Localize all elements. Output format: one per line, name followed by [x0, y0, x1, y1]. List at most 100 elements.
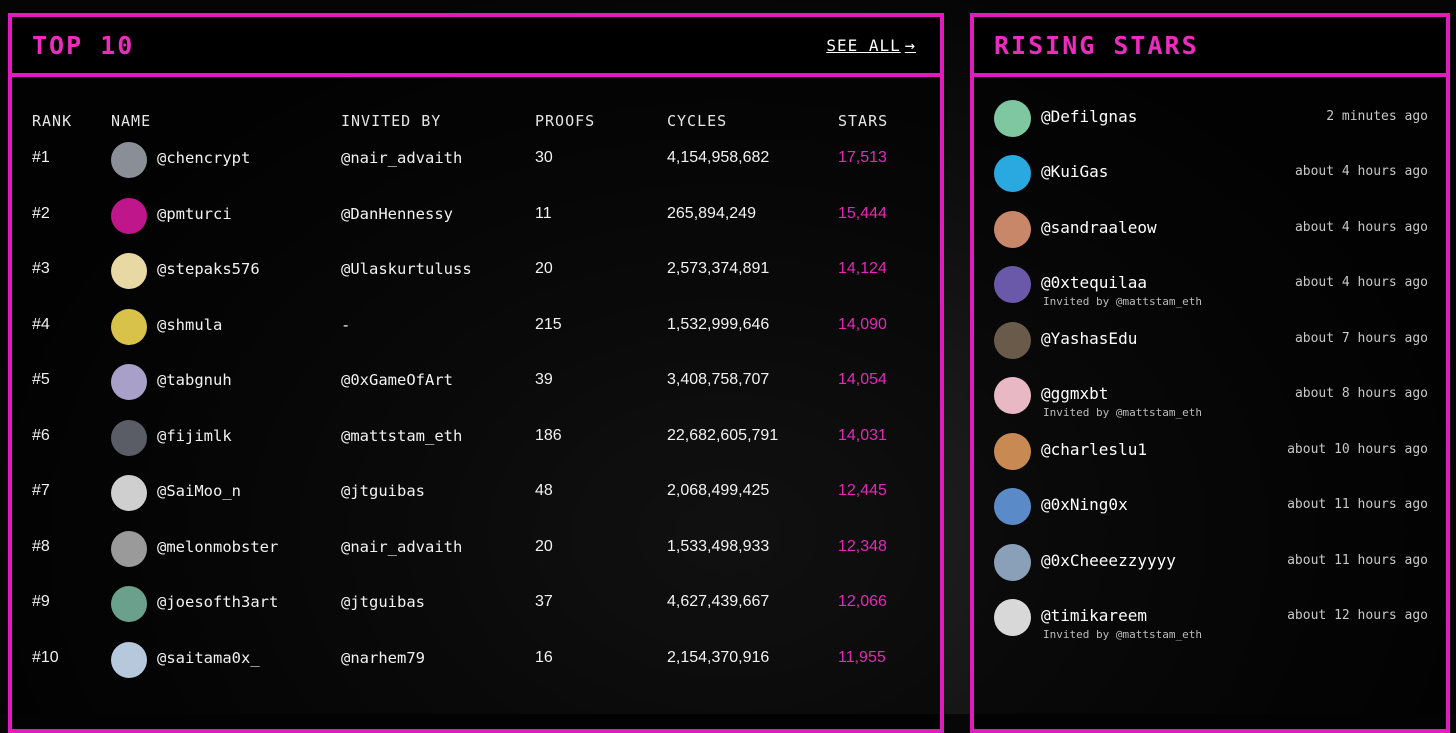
- rising-stars-header: RISING STARS: [974, 17, 1446, 77]
- list-item[interactable]: @YashasEdu about 7 hours ago: [974, 319, 1446, 375]
- invited-by-cell[interactable]: @narhem79: [341, 649, 425, 667]
- stars-cell: 15,444: [838, 205, 887, 222]
- name-cell[interactable]: @melonmobster: [157, 538, 279, 556]
- avatar[interactable]: [994, 599, 1031, 636]
- table-row[interactable]: #3 @stepaks576 @Ulaskurtuluss 20 2,573,374,8…: [12, 246, 940, 296]
- name-cell[interactable]: @saitama0x_: [157, 649, 260, 667]
- list-item[interactable]: @timikareem about 12 hours ago Invited by …: [974, 596, 1446, 652]
- table-row[interactable]: #10 @saitama0x_ @narhem79 16 2,154,370,916 11…: [12, 635, 940, 685]
- rising-name[interactable]: @0xtequilaa: [1041, 273, 1147, 292]
- rising-name[interactable]: @0xCheeezzyyyy: [1041, 551, 1176, 570]
- invited-by-cell[interactable]: @0xGameOfArt: [341, 371, 453, 389]
- avatar[interactable]: [994, 377, 1031, 414]
- list-item[interactable]: @charleslu1 about 10 hours ago: [974, 430, 1446, 486]
- name-cell[interactable]: @pmturci: [157, 205, 232, 223]
- avatar[interactable]: [111, 364, 147, 400]
- rising-time: about 4 hours ago: [1294, 164, 1428, 179]
- stars-cell: 12,348: [838, 538, 887, 555]
- rising-time: about 4 hours ago: [1294, 220, 1428, 235]
- avatar[interactable]: [111, 253, 147, 289]
- table-row[interactable]: #1 @chencrypt @nair_advaith 30 4,154,958,682…: [12, 135, 940, 185]
- invited-by-cell[interactable]: @DanHennessy: [341, 205, 453, 223]
- rising-name[interactable]: @charleslu1: [1041, 440, 1147, 459]
- rising-name[interactable]: @YashasEdu: [1041, 329, 1138, 348]
- rising-name[interactable]: @Defilgnas: [1041, 107, 1138, 126]
- table-row[interactable]: #8 @melonmobster @nair_advaith 20 1,533,498,…: [12, 524, 940, 574]
- invited-by-cell[interactable]: @jtguibas: [341, 593, 425, 611]
- invited-by-cell[interactable]: -: [341, 316, 351, 334]
- column-proofs: PROOFS: [535, 112, 596, 130]
- avatar[interactable]: [111, 531, 147, 567]
- avatar[interactable]: [111, 309, 147, 345]
- avatar[interactable]: [111, 475, 147, 511]
- proofs-cell: 16: [535, 649, 553, 666]
- name-cell[interactable]: @chencrypt: [157, 149, 251, 167]
- invited-by-cell[interactable]: @Ulaskurtuluss: [341, 260, 472, 278]
- avatar[interactable]: [994, 211, 1031, 248]
- rising-name[interactable]: @timikareem: [1041, 606, 1147, 625]
- proofs-cell: 215: [535, 316, 562, 333]
- list-item[interactable]: @0xNing0x about 11 hours ago: [974, 485, 1446, 541]
- avatar[interactable]: [994, 322, 1031, 359]
- top10-title: TOP 10: [32, 31, 135, 60]
- rising-name[interactable]: @sandraaleow: [1041, 218, 1157, 237]
- cycles-cell: 22,682,605,791: [667, 427, 779, 444]
- top10-header: TOP 10 SEE ALL →: [12, 17, 940, 77]
- column-rank: RANK: [32, 112, 73, 130]
- table-row[interactable]: #7 @SaiMoo_n @jtguibas 48 2,068,499,425 12,44…: [12, 468, 940, 518]
- name-cell[interactable]: @joesofth3art: [157, 593, 279, 611]
- rising-stars-title: RISING STARS: [994, 31, 1199, 60]
- invited-by-cell[interactable]: @nair_advaith: [341, 538, 463, 556]
- proofs-cell: 37: [535, 593, 553, 610]
- list-item[interactable]: @0xtequilaa about 4 hours ago Invited by @…: [974, 263, 1446, 319]
- name-cell[interactable]: @SaiMoo_n: [157, 482, 241, 500]
- table-row[interactable]: #6 @fijimlk @mattstam_eth 186 22,682,605,791…: [12, 413, 940, 463]
- avatar[interactable]: [994, 433, 1031, 470]
- avatar[interactable]: [994, 155, 1031, 192]
- table-row[interactable]: #4 @shmula - 215 1,532,999,646 14,090: [12, 302, 940, 352]
- avatar[interactable]: [994, 100, 1031, 137]
- rising-time: about 8 hours ago: [1294, 386, 1428, 401]
- avatar[interactable]: [111, 198, 147, 234]
- cycles-cell: 4,627,439,667: [667, 593, 770, 610]
- avatar[interactable]: [994, 488, 1031, 525]
- avatar[interactable]: [111, 142, 147, 178]
- name-cell[interactable]: @shmula: [157, 316, 223, 334]
- proofs-cell: 39: [535, 371, 553, 388]
- arrow-right-icon: →: [904, 36, 916, 56]
- name-cell[interactable]: @fijimlk: [157, 427, 232, 445]
- rising-name[interactable]: @KuiGas: [1041, 162, 1109, 181]
- invited-by-cell[interactable]: @jtguibas: [341, 482, 425, 500]
- rising-time: about 7 hours ago: [1294, 331, 1428, 346]
- avatar[interactable]: [994, 266, 1031, 303]
- table-row[interactable]: #9 @joesofth3art @jtguibas 37 4,627,439,667 1…: [12, 579, 940, 629]
- proofs-cell: 11: [535, 205, 552, 222]
- rising-name[interactable]: @ggmxbt: [1041, 384, 1109, 403]
- column-cycles: CYCLES: [667, 112, 728, 130]
- avatar[interactable]: [111, 586, 147, 622]
- avatar[interactable]: [111, 642, 147, 678]
- cycles-cell: 265,894,249: [667, 205, 756, 222]
- avatar[interactable]: [111, 420, 147, 456]
- name-cell[interactable]: @tabgnuh: [157, 371, 232, 389]
- invited-by-cell[interactable]: @nair_advaith: [341, 149, 463, 167]
- rank-cell: #8: [32, 538, 50, 555]
- list-item[interactable]: @Defilgnas 2 minutes ago: [974, 97, 1446, 153]
- stars-cell: 14,031: [838, 427, 887, 444]
- table-row[interactable]: #5 @tabgnuh @0xGameOfArt 39 3,408,758,707 14,…: [12, 357, 940, 407]
- name-cell[interactable]: @stepaks576: [157, 260, 260, 278]
- stars-cell: 11,955: [838, 649, 886, 666]
- stars-cell: 14,124: [838, 260, 887, 277]
- rising-name[interactable]: @0xNing0x: [1041, 495, 1128, 514]
- list-item[interactable]: @0xCheeezzyyyy about 11 hours ago: [974, 541, 1446, 597]
- list-item[interactable]: @KuiGas about 4 hours ago: [974, 152, 1446, 208]
- column-invited-by: INVITED BY: [341, 112, 442, 130]
- avatar[interactable]: [994, 544, 1031, 581]
- see-all-link[interactable]: SEE ALL →: [826, 36, 916, 56]
- rising-invited-by: Invited by @mattstam_eth: [1043, 406, 1202, 419]
- list-item[interactable]: @sandraaleow about 4 hours ago: [974, 208, 1446, 264]
- list-item[interactable]: @ggmxbt about 8 hours ago Invited by @matt…: [974, 374, 1446, 430]
- table-row[interactable]: #2 @pmturci @DanHennessy 11 265,894,249 15,44…: [12, 191, 940, 241]
- rising-time: about 10 hours ago: [1287, 442, 1428, 457]
- invited-by-cell[interactable]: @mattstam_eth: [341, 427, 463, 445]
